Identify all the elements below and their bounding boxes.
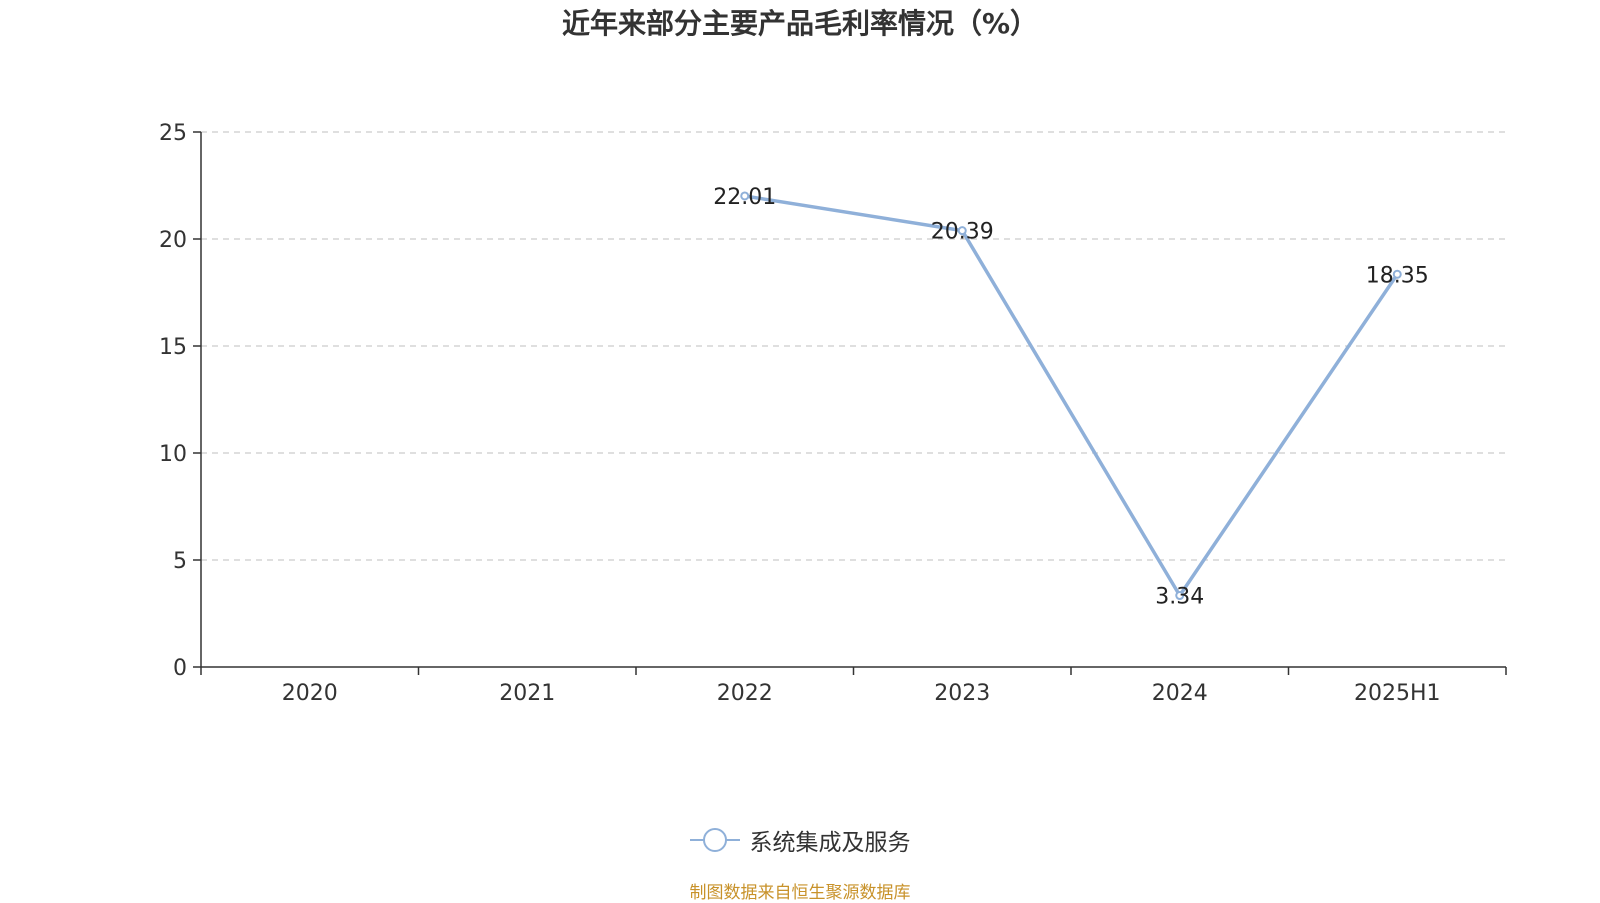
y-tick-label: 15 xyxy=(159,335,187,360)
legend-line-marker-icon xyxy=(689,828,740,852)
data-label: 20.39 xyxy=(931,220,994,245)
series-line xyxy=(744,194,1399,598)
data-point xyxy=(1392,269,1402,279)
x-tick-label: 2024 xyxy=(1152,681,1208,706)
legend[interactable]: 系统集成及服务 xyxy=(0,823,1600,857)
data-labels: 22.01 20.39 3.34 18.35 xyxy=(713,185,1428,610)
x-tick-label: 2021 xyxy=(499,681,555,706)
data-label: 22.01 xyxy=(713,185,776,210)
source-note: 制图数据来自恒生聚源数据库 xyxy=(689,883,911,903)
chart-title: 近年来部分主要产品毛利率情况（%） xyxy=(561,7,1039,40)
data-label: 3.34 xyxy=(1155,585,1204,610)
x-tick-label: 2023 xyxy=(934,681,990,706)
x-tick-label: 2022 xyxy=(717,681,773,706)
grid-lines xyxy=(201,131,1506,561)
y-tick-label: 10 xyxy=(159,442,187,467)
legend-label: 系统集成及服务 xyxy=(749,830,911,856)
x-tick-label: 2025H1 xyxy=(1354,681,1441,706)
y-tick-label: 0 xyxy=(173,656,187,681)
data-point xyxy=(1175,591,1185,601)
y-tick-label: 25 xyxy=(159,121,187,146)
x-tick-label: 2020 xyxy=(282,681,338,706)
data-point xyxy=(740,191,750,201)
data-label: 18.35 xyxy=(1366,263,1429,288)
y-tick-label: 20 xyxy=(159,228,187,253)
axes: 0 5 10 15 20 25 2020 2021 2022 2023 2024 2025H1 xyxy=(159,121,1507,706)
data-point xyxy=(957,226,967,236)
y-tick-label: 5 xyxy=(173,549,187,574)
series-layer xyxy=(740,191,1402,601)
